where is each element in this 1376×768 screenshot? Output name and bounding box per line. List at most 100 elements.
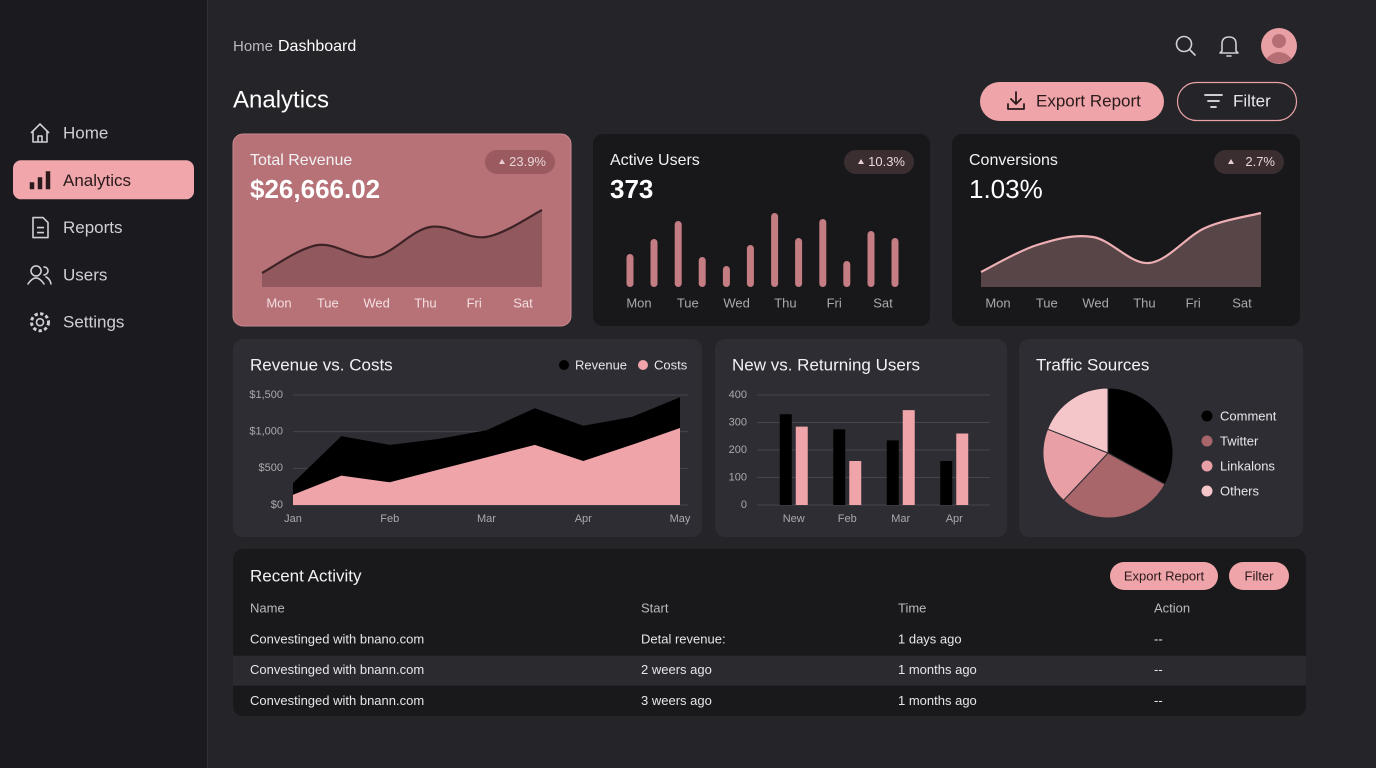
- x-tick-label: Wed: [723, 295, 750, 310]
- change-arrow: [1228, 159, 1234, 164]
- bar: [956, 433, 969, 505]
- legend-swatch: [559, 360, 569, 370]
- legend-label: Linkalons: [1220, 458, 1275, 473]
- filter-button-label[interactable]: Filter: [1233, 91, 1271, 110]
- y-tick-label: 300: [729, 416, 747, 428]
- kpi-label: Active Users: [610, 152, 700, 169]
- table-button-label[interactable]: Filter: [1245, 568, 1275, 583]
- settings-icon[interactable]: [30, 312, 50, 333]
- nav-label[interactable]: Reports: [63, 218, 123, 237]
- export-button-label[interactable]: Export Report: [1036, 91, 1141, 110]
- change-value: 10.3%: [868, 154, 905, 169]
- x-tick-label: Fri: [1186, 295, 1201, 310]
- avatar-head[interactable]: [1272, 34, 1286, 48]
- table-cell: 2 weers ago: [641, 662, 712, 677]
- nav-label[interactable]: Home: [63, 123, 108, 142]
- column-header: Name: [250, 600, 285, 615]
- kpi-label: Total Revenue: [250, 152, 352, 169]
- filter-icon[interactable]: [1204, 94, 1223, 108]
- legend-label: Comment: [1220, 408, 1277, 423]
- table-cell: 1 months ago: [898, 662, 977, 677]
- y-tick-label: 0: [741, 499, 747, 511]
- x-tick-label: Mar: [891, 513, 910, 525]
- page-title: Analytics: [233, 86, 329, 113]
- table-cell: Convestinged with bnann.com: [250, 693, 424, 708]
- home-icon[interactable]: [30, 123, 50, 143]
- x-tick-label: Thu: [414, 295, 436, 310]
- download-icon[interactable]: [1007, 91, 1025, 110]
- pie-slice: [1046, 387, 1109, 454]
- kpi-value: 373: [610, 174, 653, 204]
- table-cell: Detal revenue:: [641, 631, 726, 646]
- bar: [779, 414, 792, 505]
- table-cell: Convestinged with bnann.com: [250, 662, 424, 677]
- x-tick-label: Tue: [1036, 295, 1058, 310]
- bar: [886, 440, 899, 505]
- x-tick-label: Wed: [1082, 295, 1109, 310]
- sparkbar: [674, 221, 682, 287]
- avatar[interactable]: [1261, 28, 1297, 64]
- search-handle[interactable]: [1189, 49, 1196, 56]
- search-icon[interactable]: [1175, 35, 1196, 56]
- nav-label[interactable]: Users: [63, 265, 107, 284]
- x-tick-label: Mon: [985, 295, 1010, 310]
- x-tick-label: Sat: [513, 295, 533, 310]
- table-cell: 1 days ago: [898, 631, 962, 646]
- export-button[interactable]: [980, 82, 1164, 121]
- sparkbar: [722, 266, 730, 287]
- analytics-icon[interactable]: [29, 171, 51, 190]
- legend-swatch: [1201, 485, 1213, 497]
- table-button[interactable]: [1110, 562, 1218, 590]
- nav-label[interactable]: Settings: [63, 313, 124, 332]
- table-button[interactable]: [1229, 562, 1289, 590]
- kpi-label: Conversions: [969, 152, 1058, 169]
- sparkbar: [795, 238, 803, 287]
- x-tick-label: New: [783, 513, 805, 525]
- table-button-label[interactable]: Export Report: [1124, 568, 1205, 583]
- search-glass[interactable]: [1175, 35, 1193, 53]
- change-chip: [1214, 150, 1284, 174]
- legend-label: Revenue: [575, 357, 627, 372]
- settings-icon-hub[interactable]: [35, 317, 45, 327]
- x-tick-label: Jan: [284, 513, 302, 525]
- pie-slice: [1107, 387, 1174, 485]
- table-cell: --: [1154, 662, 1163, 677]
- x-tick-label: Feb: [380, 513, 399, 525]
- sparkline-area: [981, 213, 1261, 287]
- panel-title: New vs. Returning Users: [732, 355, 920, 374]
- x-tick-label: Sat: [873, 295, 893, 310]
- x-tick-label: Apr: [575, 513, 592, 525]
- sparkline: [261, 209, 543, 274]
- x-tick-label: Tue: [677, 295, 699, 310]
- y-tick-label: 200: [729, 444, 747, 456]
- bell-body[interactable]: [1219, 36, 1239, 54]
- x-tick-label: Mon: [626, 295, 651, 310]
- avatar-shoulders[interactable]: [1266, 52, 1292, 64]
- change-value: 2.7%: [1245, 154, 1275, 169]
- reports-icon[interactable]: [32, 216, 49, 239]
- row-stripe: [233, 655, 1306, 686]
- table-cell: 3 weers ago: [641, 693, 712, 708]
- bar: [795, 426, 808, 505]
- sparkbar: [771, 213, 779, 287]
- x-tick-label: Fri: [467, 295, 482, 310]
- bar: [833, 429, 846, 505]
- kpi-card: [952, 134, 1300, 326]
- filter-button[interactable]: [1176, 81, 1298, 122]
- change-arrow: [858, 159, 864, 164]
- sparkbar: [698, 257, 706, 287]
- breadcrumb-home[interactable]: Home: [233, 38, 273, 55]
- table-cell: Convestinged with bnano.com: [250, 631, 424, 646]
- area: [293, 428, 680, 505]
- table-title: Recent Activity: [250, 566, 362, 585]
- nav-label[interactable]: Analytics: [63, 171, 131, 190]
- bell-icon[interactable]: [1219, 36, 1239, 57]
- breadcrumb-current: Dashboard: [278, 38, 356, 55]
- users-icon[interactable]: [27, 265, 52, 285]
- x-tick-label: Thu: [1133, 295, 1155, 310]
- bar: [940, 461, 953, 505]
- nav-active-bg[interactable]: [13, 160, 194, 200]
- sparkbar: [650, 239, 658, 287]
- sparkbar: [626, 254, 634, 287]
